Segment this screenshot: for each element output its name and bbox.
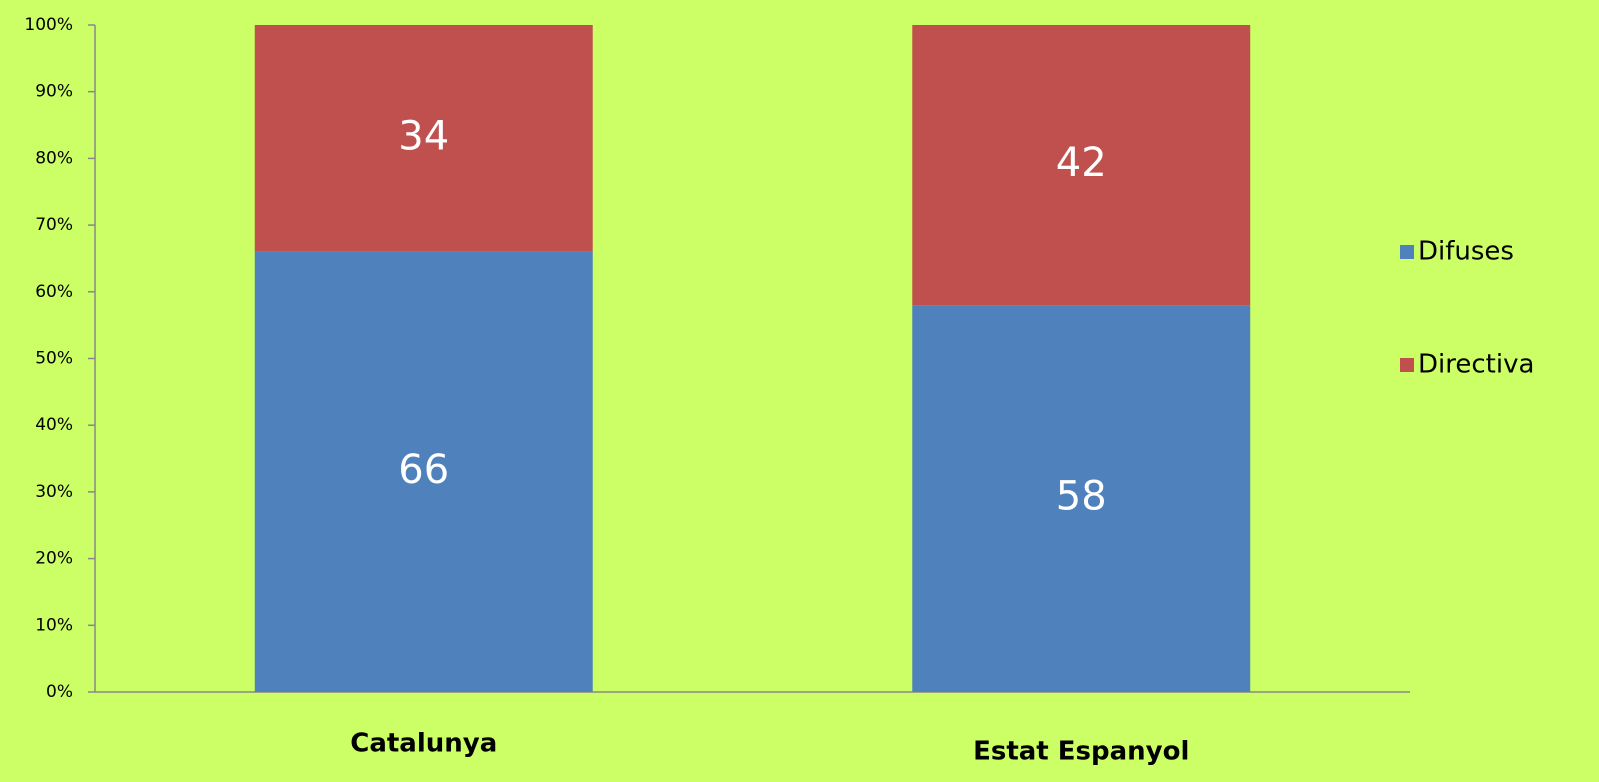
bar-segment (912, 305, 1251, 692)
y-tick-label: 80% (35, 148, 73, 168)
y-tick-label: 100% (24, 15, 73, 35)
data-label: 58 (1056, 474, 1107, 520)
x-tick-label: Catalunya (350, 729, 497, 759)
bar-segment (254, 25, 593, 252)
legend-label: Difuses (1418, 237, 1514, 267)
bar-segment (254, 251, 593, 692)
y-tick-label: 30% (35, 482, 73, 502)
y-tick-label: 40% (35, 415, 73, 435)
y-tick-label: 90% (35, 82, 73, 102)
y-tick-label: 70% (35, 215, 73, 235)
x-tick-label: Estat Espanyol (973, 737, 1189, 767)
legend-label: Directiva (1418, 350, 1534, 380)
y-tick-label: 10% (35, 615, 73, 635)
bar-segment (912, 25, 1251, 306)
y-tick-label: 0% (46, 682, 73, 702)
y-tick-label: 50% (35, 349, 73, 369)
data-label: 66 (398, 447, 449, 493)
legend-swatch (1400, 358, 1414, 372)
y-tick-label: 20% (35, 549, 73, 569)
data-label: 42 (1056, 140, 1107, 186)
y-tick-label: 60% (35, 282, 73, 302)
data-label: 34 (398, 113, 449, 159)
legend-swatch (1400, 245, 1414, 259)
